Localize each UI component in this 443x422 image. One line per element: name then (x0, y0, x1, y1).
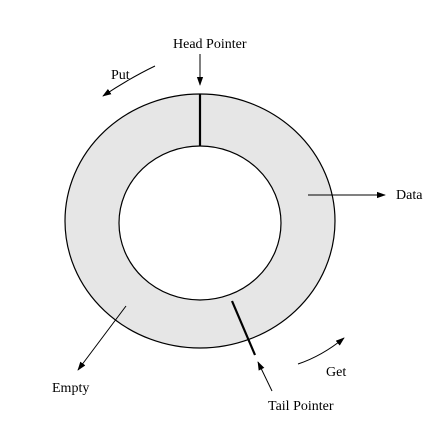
get-arrow (297, 337, 345, 365)
head-pointer-label: Head Pointer (173, 37, 247, 52)
tail-pointer-arrow (257, 361, 273, 392)
empty-arrow (77, 305, 127, 371)
ring-buffer (64, 93, 336, 349)
tail-pointer-marker (230, 300, 257, 356)
put-arrow (102, 65, 156, 97)
get-label: Get (326, 365, 346, 380)
tail-pointer-label: Tail Pointer (268, 399, 334, 414)
empty-label: Empty (52, 381, 89, 396)
put-label: Put (111, 68, 130, 83)
data-label: Data (396, 188, 423, 203)
